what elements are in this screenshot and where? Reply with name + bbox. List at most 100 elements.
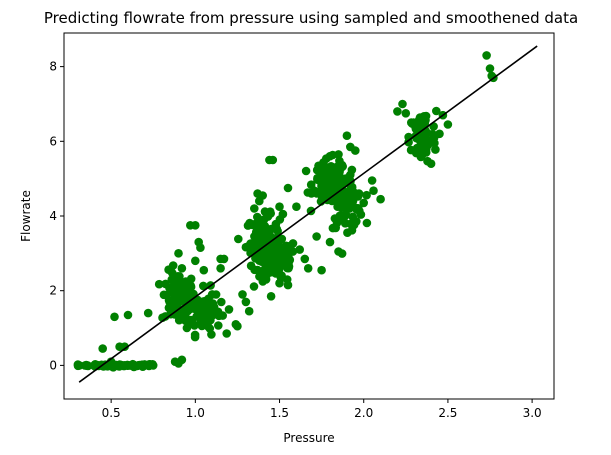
- data-point: [335, 167, 344, 176]
- data-point: [259, 236, 269, 246]
- data-point: [133, 361, 143, 370]
- x-tick-label: 2.0: [354, 406, 373, 420]
- data-point: [174, 249, 183, 258]
- data-point: [205, 324, 215, 333]
- data-point: [254, 196, 264, 206]
- data-point: [345, 204, 354, 213]
- data-point: [276, 247, 285, 257]
- data-point: [214, 311, 224, 321]
- data-point: [203, 305, 212, 315]
- data-point: [246, 261, 256, 271]
- data-point: [273, 226, 282, 236]
- x-tick-label: 1.5: [270, 406, 289, 420]
- data-point: [182, 278, 192, 288]
- y-tick-label: 8: [49, 60, 57, 74]
- data-point: [278, 209, 288, 219]
- fit-line: [78, 45, 538, 383]
- data-point: [362, 190, 371, 200]
- y-tick-label: 0: [49, 358, 57, 372]
- data-point: [217, 297, 226, 307]
- chart-title: Predicting flowrate from pressure using …: [44, 9, 578, 27]
- data-point: [196, 243, 205, 252]
- data-point: [300, 254, 310, 264]
- data-point: [432, 106, 441, 116]
- data-point: [261, 275, 271, 284]
- data-point: [283, 280, 293, 290]
- data-point: [206, 315, 215, 325]
- data-point: [208, 299, 218, 308]
- data-point: [351, 217, 360, 226]
- data-point: [280, 260, 290, 270]
- data-point: [312, 232, 321, 241]
- data-point: [421, 142, 430, 151]
- data-point: [162, 290, 172, 300]
- x-tick-label: 1.0: [186, 406, 205, 420]
- data-point: [191, 256, 200, 266]
- data-point: [435, 129, 444, 139]
- data-point: [199, 281, 208, 291]
- data-point: [207, 290, 217, 299]
- data-point: [292, 202, 301, 211]
- data-point: [222, 329, 231, 338]
- data-point: [275, 278, 284, 288]
- data-point: [274, 265, 284, 275]
- data-point: [252, 231, 261, 240]
- data-point: [401, 109, 411, 118]
- data-point: [98, 344, 107, 353]
- data-point: [143, 308, 153, 318]
- data-point: [238, 290, 247, 299]
- y-tick-label: 4: [49, 209, 57, 223]
- data-point: [309, 186, 319, 195]
- data-point: [219, 254, 229, 264]
- y-tick-label: 2: [49, 284, 57, 298]
- data-point: [233, 321, 242, 331]
- x-tick-label: 3.0: [523, 406, 542, 420]
- data-point: [249, 282, 259, 291]
- data-point: [73, 360, 83, 369]
- data-point: [269, 248, 279, 257]
- data-point: [191, 305, 201, 314]
- data-point: [161, 279, 170, 289]
- data-point: [431, 145, 440, 154]
- data-point: [334, 247, 343, 256]
- data-point: [359, 198, 369, 208]
- data-point: [312, 165, 322, 175]
- data-point: [367, 176, 377, 185]
- data-point: [355, 206, 364, 216]
- data-point: [182, 323, 192, 333]
- data-point: [252, 212, 262, 222]
- data-point: [263, 212, 273, 221]
- data-point: [244, 306, 254, 316]
- data-point: [190, 332, 200, 342]
- data-point: [148, 361, 158, 370]
- data-point: [177, 355, 187, 365]
- data-point: [234, 234, 243, 244]
- data-point: [196, 317, 205, 327]
- data-point: [415, 117, 425, 126]
- data-point: [340, 190, 350, 199]
- data-point: [250, 204, 259, 213]
- data-point: [341, 174, 351, 183]
- data-point: [404, 137, 413, 147]
- data-point: [303, 264, 313, 273]
- data-point: [283, 183, 293, 193]
- data-point: [326, 162, 336, 171]
- data-point: [398, 99, 407, 109]
- data-point: [174, 315, 184, 325]
- data-point: [325, 151, 335, 161]
- data-point: [369, 186, 378, 195]
- data-point: [443, 120, 453, 129]
- data-point: [241, 297, 251, 307]
- data-point: [224, 305, 234, 314]
- data-point: [216, 264, 225, 273]
- data-point: [342, 131, 352, 140]
- data-point: [140, 361, 150, 370]
- data-point: [347, 226, 357, 235]
- data-point: [110, 312, 119, 322]
- data-point: [214, 321, 223, 330]
- y-axis-label: Flowrate: [19, 190, 33, 242]
- data-point: [167, 275, 177, 284]
- data-point: [340, 219, 350, 228]
- fit-line-layer: [78, 45, 538, 383]
